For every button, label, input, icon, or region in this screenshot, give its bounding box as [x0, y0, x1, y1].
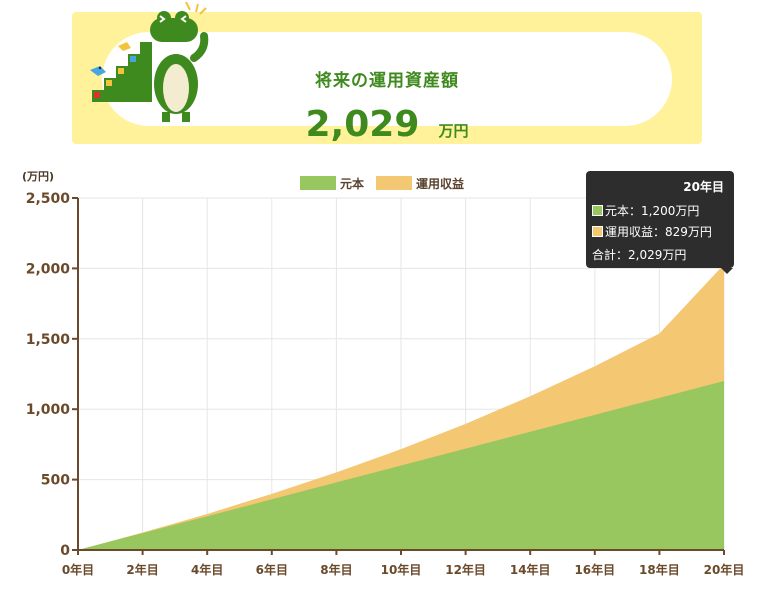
y-tick-label: 0 — [60, 543, 70, 559]
legend-label-0: 元本 — [340, 176, 364, 191]
y-tick-label: 2,000 — [26, 261, 71, 277]
x-tick-label: 16年目 — [574, 562, 615, 577]
result-pill: 将来の運用資産額 2,029 万円 — [102, 32, 672, 145]
result-title: 将来の運用資産額 — [315, 71, 459, 91]
y-tick-label: 2,500 — [26, 191, 71, 207]
chart-tooltip: 20年目 元本：1,200万円 運用収益：829万円 合計：2,029万円 — [586, 171, 734, 274]
x-tick-label: 20年目 — [704, 562, 745, 577]
x-tick-label: 0年目 — [62, 562, 94, 577]
tooltip-total-text: 合計：2,029万円 — [592, 248, 687, 262]
tooltip-gain-text: 運用収益：829万円 — [605, 225, 712, 239]
result-value: 2,029 — [305, 104, 420, 145]
y-tick-label: 1,500 — [26, 332, 71, 348]
x-tick-label: 10年目 — [381, 562, 422, 577]
asset-growth-chart: 0 500 1,000 1,500 2,000 2,500 0年目 2年目 4年目 6年目 8年目… — [22, 170, 745, 577]
x-tick-label: 2年目 — [126, 562, 158, 577]
tooltip-gain-row: 運用収益：829万円 — [592, 223, 712, 240]
y-unit-label: (万円) — [22, 170, 54, 183]
series-area-principal[interactable] — [78, 381, 724, 550]
x-tick-labels: 0年目 2年目 4年目 6年目 8年目 10年目 12年目 14年目 16年目 18年目 20年目 — [62, 562, 745, 577]
x-tick-label: 8年目 — [320, 562, 352, 577]
tooltip-total-row: 合計：2,029万円 — [592, 246, 686, 263]
y-tick-label: 1,000 — [26, 402, 71, 418]
legend-swatch-1 — [376, 176, 412, 190]
chart-axes — [72, 197, 725, 555]
x-tick-label: 12年目 — [445, 562, 486, 577]
x-tick-label: 4年目 — [191, 562, 223, 577]
chart-legend: 元本 運用収益 — [300, 176, 464, 191]
tooltip-principal-row: 元本：1,200万円 — [592, 202, 699, 219]
x-tick-label: 18年目 — [639, 562, 680, 577]
crocodile-mascot-icon — [90, 2, 209, 122]
y-tick-label: 500 — [41, 473, 70, 489]
x-tick-label: 14年目 — [510, 562, 551, 577]
x-tick-label: 6年目 — [256, 562, 288, 577]
result-unit: 万円 — [438, 122, 469, 140]
y-tick-labels: 0 500 1,000 1,500 2,000 2,500 — [26, 191, 71, 559]
result-value-row: 2,029 万円 — [102, 104, 672, 145]
legend-swatch-0 — [300, 176, 336, 190]
tooltip-gain-swatch — [592, 226, 603, 237]
tooltip-principal-swatch — [592, 205, 603, 216]
tooltip-principal-text: 元本：1,200万円 — [605, 204, 700, 218]
tooltip-title: 20年目 — [683, 180, 724, 194]
result-banner: 将来の運用資産額 2,029 万円 — [72, 12, 702, 145]
legend-label-1: 運用収益 — [416, 176, 464, 191]
